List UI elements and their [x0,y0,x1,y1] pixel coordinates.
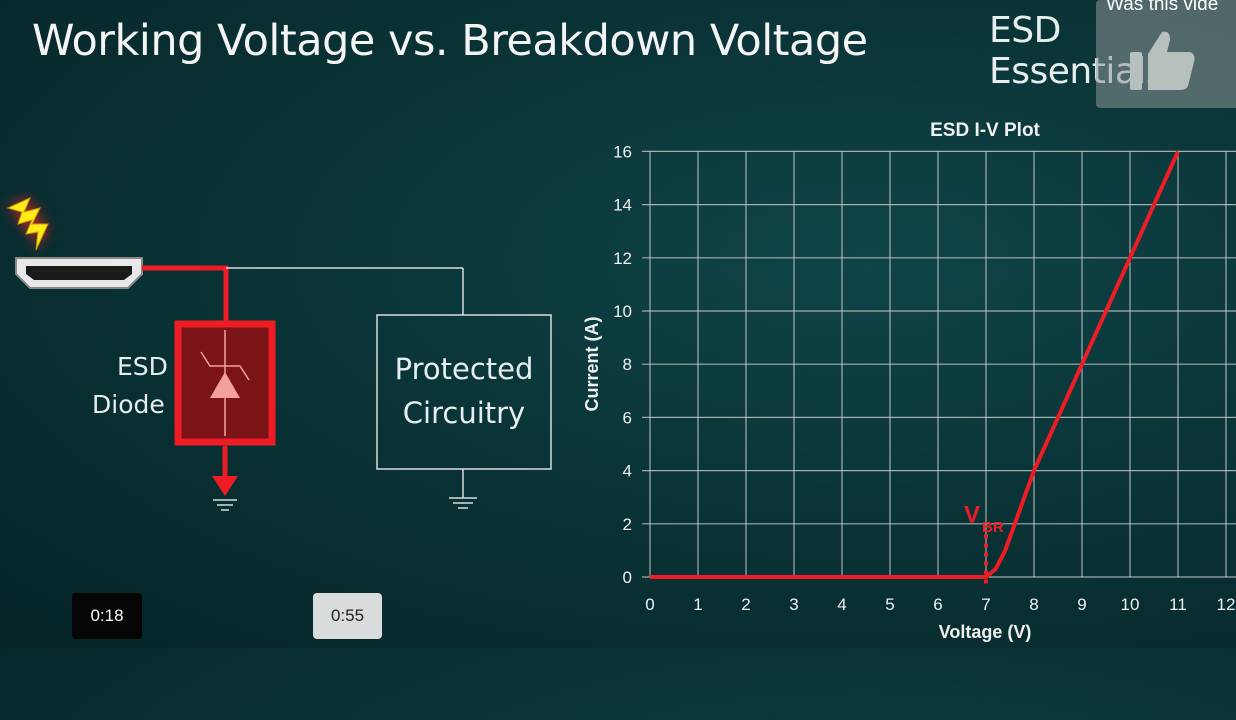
hdmi-connector-icon [15,257,143,289]
x-tick-label: 9 [1077,595,1086,614]
ground-icon [213,499,237,511]
iv-chart: ESD I-V Plot Voltage (V) Current (A) 0 2 4… [582,120,1236,642]
circuit-diagram [6,197,552,511]
hover-time-badge: 0:55 [313,593,382,639]
x-axis-label: Voltage (V) [939,622,1032,642]
x-tick-label: 7 [981,595,990,614]
x-tick-label: 5 [885,595,894,614]
y-tick-label: 4 [623,462,632,481]
x-tick-label: 10 [1121,595,1140,614]
x-tick-label: 6 [933,595,942,614]
y-tick-label: 2 [623,515,632,534]
y-tick-label: 8 [623,355,632,374]
x-tick-label: 11 [1169,595,1187,614]
lightning-icon [6,197,49,251]
slide-title: Working Voltage vs. Breakdown Voltage [32,16,868,66]
x-tick-label: 4 [837,595,846,614]
x-tick-label: 1 [693,595,702,614]
x-tick-label: 3 [789,595,798,614]
y-tick-label: 10 [613,302,632,321]
chart-title: ESD I-V Plot [930,120,1040,141]
current-time-badge: 0:18 [72,593,142,639]
iv-curve [650,150,1180,579]
x-tick-label: 12 [1217,595,1236,614]
y-tick-label: 12 [613,249,632,268]
y-tick-label: 14 [613,196,632,215]
ground-icon [449,497,477,509]
x-tick-label: 8 [1029,595,1038,614]
y-axis-label: Current (A) [582,317,602,412]
protected-label: Protected [394,352,534,386]
esd-diode-symbol [174,320,276,446]
diode-label: Diode [92,390,165,419]
y-tick-label: 6 [623,408,632,427]
diode-label: ESD [117,352,168,381]
y-tick-label: 16 [613,142,632,161]
vbr-subscript: BR [982,519,1004,536]
protected-label: Circuitry [402,396,526,430]
thumbs-up-icon[interactable] [1126,28,1206,94]
y-tick-label: 0 [623,568,632,587]
x-tick-label: 2 [741,595,750,614]
feedback-overlay[interactable]: Was this vide [1096,0,1236,108]
feedback-prompt: Was this vide [1106,0,1219,15]
protected-circuitry-box [376,314,552,470]
x-tick-label: 0 [645,595,654,614]
vbr-annotation: V [964,501,980,528]
